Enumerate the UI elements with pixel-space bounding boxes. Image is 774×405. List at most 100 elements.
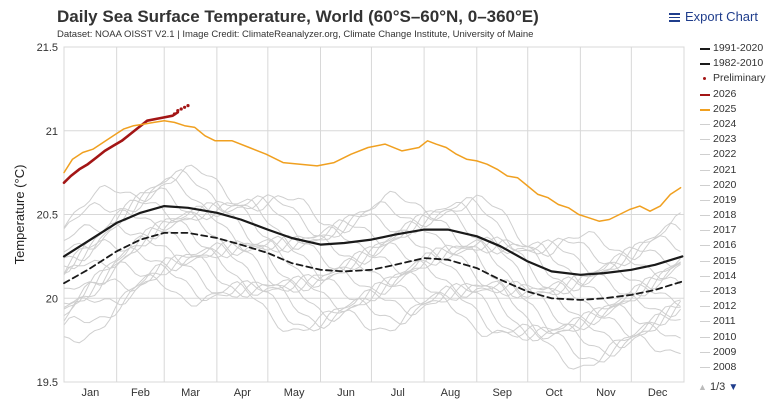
legend-swatch — [700, 321, 710, 323]
legend-swatch — [700, 260, 710, 262]
series-line-1991-2020 — [62, 205, 684, 276]
legend-swatch — [700, 93, 710, 96]
x-tick-label: Mar — [181, 387, 200, 399]
legend-swatch — [700, 275, 710, 277]
legend-swatch — [700, 215, 710, 217]
legend-label: 2009 — [713, 345, 737, 358]
legend-item-2021[interactable]: 2021 — [700, 163, 774, 178]
legend-item-2013[interactable]: 2013 — [700, 284, 774, 299]
legend-swatch — [700, 139, 710, 141]
series-line-2010 — [63, 257, 681, 357]
legend-item-2026[interactable]: 2026 — [700, 87, 774, 102]
legend-label: 1991-2020 — [713, 42, 764, 54]
preliminary-point — [176, 109, 180, 113]
legend-item-2015[interactable]: 2015 — [700, 254, 774, 269]
series-line-2026 — [62, 111, 180, 184]
legend-item-2024[interactable]: 2024 — [700, 117, 774, 132]
series-line-1982-2010 — [63, 232, 684, 301]
legend-label: 2016 — [713, 239, 737, 252]
series-line-2008 — [63, 274, 681, 370]
legend-swatch — [700, 366, 710, 368]
legend-item-2025[interactable]: 2025 — [700, 102, 774, 117]
legend-pager[interactable]: ▲ 1/3 ▼ — [698, 381, 738, 393]
legend-item-2022[interactable]: 2022 — [700, 147, 774, 162]
x-tick-label: Jan — [81, 387, 99, 399]
series-line-2012 — [63, 247, 681, 340]
legend-item-2014[interactable]: 2014 — [700, 269, 774, 284]
legend-item-1982-2010[interactable]: 1982-2010 — [700, 56, 774, 71]
legend-item-2020[interactable]: 2020 — [700, 178, 774, 193]
legend-label: Preliminary — [713, 72, 766, 85]
pager-up-icon[interactable]: ▲ — [698, 382, 707, 392]
series-line-2009 — [63, 263, 681, 363]
legend-label: 2017 — [713, 224, 737, 237]
legend-swatch — [700, 108, 710, 111]
legend-item-1991-2020[interactable]: 1991-2020 — [700, 41, 774, 56]
series-line-2022 — [63, 176, 681, 277]
legend-label: 2026 — [713, 87, 737, 100]
x-tick-label: Nov — [596, 387, 616, 399]
y-tick-label: 21 — [46, 126, 58, 138]
legend-item-2017[interactable]: 2017 — [700, 223, 774, 238]
legend-item-2010[interactable]: 2010 — [700, 330, 774, 345]
legend-item-Preliminary[interactable]: Preliminary — [700, 71, 774, 86]
chart-subtitle: Dataset: NOAA OISST V2.1 | Image Credit:… — [57, 29, 534, 40]
x-tick-label: Dec — [648, 387, 668, 399]
legend-label: 2010 — [713, 330, 737, 343]
legend-label: 2015 — [713, 254, 737, 267]
series-line-2017 — [63, 211, 681, 308]
legend-label: 1982-2010 — [713, 57, 764, 70]
legend-item-2009[interactable]: 2009 — [700, 345, 774, 360]
x-tick-label: Oct — [545, 387, 562, 399]
legend-label: 2013 — [713, 285, 737, 297]
preliminary-point — [179, 107, 183, 111]
x-tick-label: Jul — [391, 387, 405, 399]
legend-label: 2025 — [713, 102, 737, 115]
legend-item-2012[interactable]: 2012 — [700, 299, 774, 314]
menu-icon — [669, 11, 680, 24]
legend-swatch — [700, 336, 710, 338]
legend-swatch — [700, 169, 710, 171]
y-tick-label: 19.5 — [37, 377, 58, 389]
legend-item-2011[interactable]: 2011 — [700, 314, 774, 329]
x-tick-label: Feb — [131, 387, 150, 399]
legend-label: 2022 — [713, 148, 737, 161]
legend: 1991-2020 1982-2010 Preliminary 2026 2025 202… — [700, 41, 774, 375]
legend-swatch — [700, 48, 710, 50]
x-tick-label: Jun — [337, 387, 355, 399]
legend-label: 2019 — [713, 193, 737, 206]
preliminary-point — [186, 104, 190, 108]
y-tick-label: 20.5 — [37, 210, 58, 222]
legend-swatch — [700, 63, 710, 66]
pager-down-icon[interactable]: ▼ — [728, 382, 739, 393]
preliminary-point — [183, 105, 187, 109]
series-line-2014 — [63, 235, 681, 331]
legend-label: 2011 — [713, 315, 736, 328]
y-axis-label: Temperature (°C) — [12, 165, 27, 265]
legend-swatch — [700, 245, 710, 247]
x-tick-label: Sep — [492, 387, 512, 399]
series-line-2011 — [63, 254, 681, 349]
legend-label: 2018 — [713, 209, 737, 222]
legend-label: 2020 — [713, 178, 737, 191]
legend-item-2008[interactable]: 2008 — [700, 360, 774, 375]
x-tick-label: Aug — [441, 387, 461, 399]
series-line-2023 — [63, 169, 681, 267]
series-line-2015 — [63, 226, 681, 326]
legend-item-2023[interactable]: 2023 — [700, 132, 774, 147]
legend-swatch — [700, 154, 710, 156]
export-chart-button[interactable]: Export Chart — [669, 9, 758, 24]
legend-swatch — [700, 184, 710, 186]
legend-label: 2023 — [713, 133, 737, 146]
legend-item-2018[interactable]: 2018 — [700, 208, 774, 223]
pager-label: 1/3 — [709, 381, 726, 393]
export-chart-label: Export Chart — [685, 9, 758, 24]
series-line-2024 — [63, 164, 681, 261]
legend-item-2016[interactable]: 2016 — [700, 238, 774, 253]
legend-swatch — [700, 351, 710, 353]
x-tick-label: Apr — [234, 387, 251, 399]
y-tick-label: 20 — [46, 293, 58, 305]
legend-item-2019[interactable]: 2019 — [700, 193, 774, 208]
legend-swatch — [703, 77, 706, 81]
